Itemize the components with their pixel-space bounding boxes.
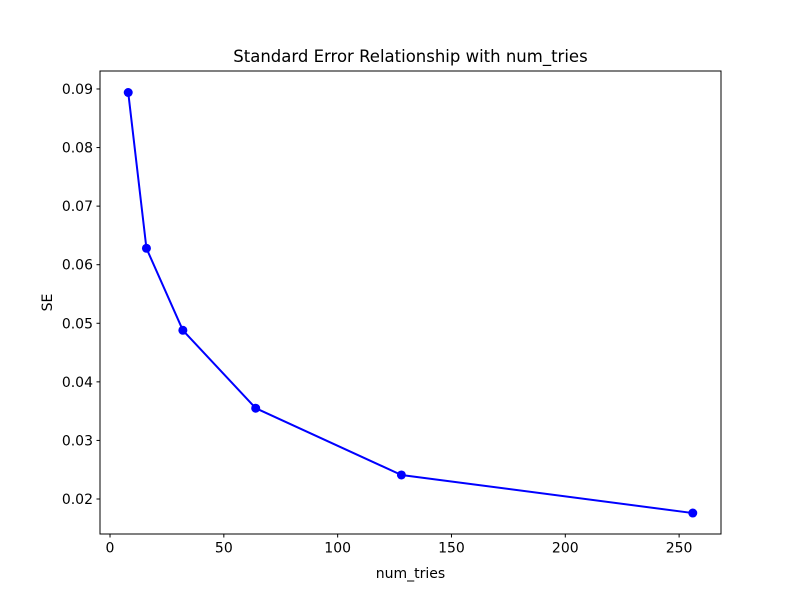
plot-area: 0 50 100 150 200 250 0.02 0.03 0.04 0.05 0.06 0.07 0… bbox=[62, 70, 722, 557]
data-point bbox=[251, 403, 261, 413]
x-tick-label: 200 bbox=[552, 541, 579, 557]
y-tick-label: 0.03 bbox=[62, 433, 93, 449]
y-tick-label: 0.09 bbox=[62, 82, 93, 98]
y-tick-label: 0.07 bbox=[62, 199, 93, 215]
chart-title: Standard Error Relationship with num_tri… bbox=[233, 47, 587, 67]
x-tick-label: 100 bbox=[324, 541, 351, 557]
y-tick-label: 0.08 bbox=[62, 141, 93, 157]
x-tick-label: 250 bbox=[666, 541, 693, 557]
y-tick-label: 0.04 bbox=[62, 375, 93, 391]
x-tick-label: 150 bbox=[438, 541, 465, 557]
data-point bbox=[178, 325, 188, 335]
x-tick-label: 0 bbox=[106, 541, 115, 557]
data-point bbox=[396, 470, 406, 480]
y-tick-label: 0.06 bbox=[62, 258, 93, 274]
plot-border bbox=[99, 70, 722, 535]
data-line bbox=[127, 92, 693, 515]
y-axis-label: SE bbox=[40, 294, 56, 312]
data-point bbox=[688, 508, 698, 518]
y-tick-label: 0.05 bbox=[62, 316, 93, 332]
data-point bbox=[123, 87, 133, 97]
x-axis-label: num_tries bbox=[376, 566, 445, 582]
x-tick-label: 50 bbox=[215, 541, 233, 557]
data-point bbox=[141, 243, 151, 253]
y-tick-label: 0.02 bbox=[62, 492, 93, 508]
